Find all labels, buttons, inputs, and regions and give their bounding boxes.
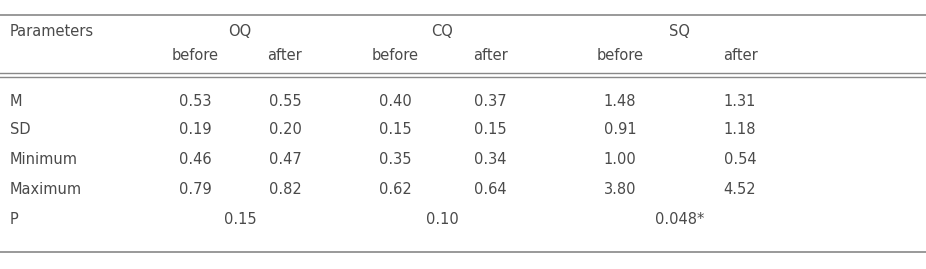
Text: SD: SD [10,122,31,137]
Text: 0.53: 0.53 [179,94,211,109]
Text: before: before [596,48,644,63]
Text: 3.80: 3.80 [604,182,636,197]
Text: SQ: SQ [669,24,691,40]
Text: after: after [268,48,303,63]
Text: P: P [10,213,19,228]
Text: 0.20: 0.20 [269,122,302,137]
Text: 0.34: 0.34 [474,153,507,168]
Text: 0.55: 0.55 [269,94,301,109]
Text: OQ: OQ [229,24,252,40]
Text: before: before [371,48,419,63]
Text: 0.19: 0.19 [179,122,211,137]
Text: 0.64: 0.64 [474,182,507,197]
Text: 4.52: 4.52 [724,182,757,197]
Text: after: after [472,48,507,63]
Text: 0.47: 0.47 [269,153,301,168]
Text: Parameters: Parameters [10,24,94,40]
Text: 1.31: 1.31 [724,94,757,109]
Text: 0.46: 0.46 [179,153,211,168]
Text: before: before [171,48,219,63]
Text: 0.15: 0.15 [474,122,507,137]
Text: 0.40: 0.40 [379,94,411,109]
Text: Minimum: Minimum [10,153,78,168]
Text: 1.18: 1.18 [724,122,757,137]
Text: Maximum: Maximum [10,182,82,197]
Text: CQ: CQ [432,24,454,40]
Text: 0.91: 0.91 [604,122,636,137]
Text: 0.62: 0.62 [379,182,411,197]
Text: 0.15: 0.15 [224,213,257,228]
Text: 0.35: 0.35 [379,153,411,168]
Text: 0.82: 0.82 [269,182,301,197]
Text: 0.15: 0.15 [379,122,411,137]
Text: 0.10: 0.10 [426,213,459,228]
Text: 0.048*: 0.048* [656,213,705,228]
Text: 0.54: 0.54 [724,153,757,168]
Text: 1.00: 1.00 [604,153,636,168]
Text: 1.48: 1.48 [604,94,636,109]
Text: after: after [722,48,757,63]
Text: M: M [10,94,22,109]
Text: 0.79: 0.79 [179,182,211,197]
Text: 0.37: 0.37 [474,94,507,109]
